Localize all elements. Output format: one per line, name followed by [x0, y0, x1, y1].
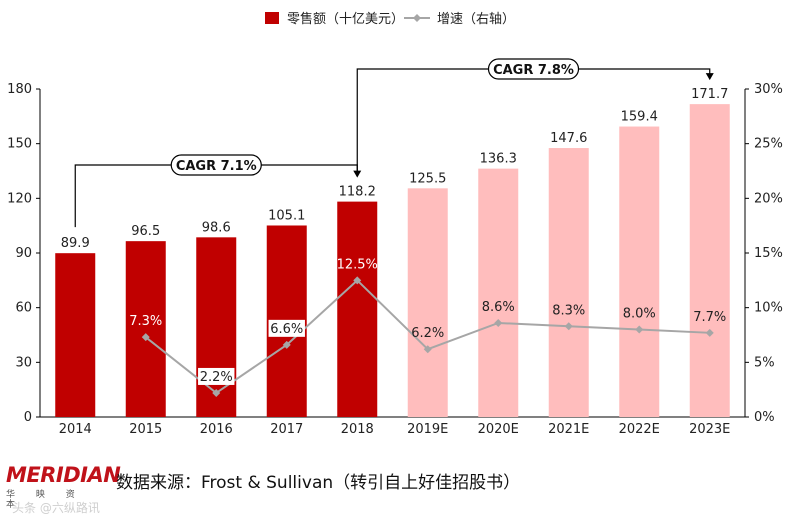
bar-2014	[55, 253, 96, 417]
bar-value-label: 159.4	[621, 110, 658, 125]
left-tick-label: 0	[24, 410, 32, 425]
x-tick-label: 2015	[129, 422, 162, 437]
x-tick-label: 2018	[341, 422, 374, 437]
growth-point	[212, 388, 221, 397]
x-tick-label: 2016	[200, 422, 233, 437]
growth-point	[635, 325, 644, 334]
left-tick-label: 30	[15, 355, 32, 370]
growth-value-label: 6.6%	[270, 322, 303, 337]
bar-2019E	[407, 188, 448, 417]
growth-value-label: 8.3%	[552, 303, 585, 318]
bar-2022E	[619, 126, 660, 417]
footer: MERIDIAN 华 映 资 本 数据来源：Frost & Sullivan（转…	[0, 458, 787, 516]
growth-point	[353, 276, 362, 285]
left-tick-label: 90	[15, 246, 32, 261]
growth-point	[282, 340, 291, 349]
left-tick-label: 150	[7, 137, 32, 152]
x-tick-label: 2020E	[478, 422, 519, 437]
bar-2020E	[478, 168, 519, 417]
growth-point	[705, 328, 714, 337]
x-tick-label: 2021E	[548, 422, 589, 437]
bar-2018	[337, 201, 378, 417]
data-source-note: 数据来源：Frost & Sullivan（转引自上好佳招股书）	[116, 473, 521, 493]
left-tick-label: 120	[7, 191, 32, 206]
cagr-label-1: CAGR 7.1%	[176, 159, 257, 174]
bar-2023E	[689, 104, 730, 417]
chart: 0 30 60 90 120 150 180 0% 5% 10% 15% 20% 25% 30% 89.9 2…	[7, 11, 783, 437]
watermark: 头条 @六纵路讯	[12, 501, 100, 515]
bar-2015	[125, 241, 166, 417]
bar-value-label: 147.6	[550, 131, 587, 146]
growth-point	[564, 322, 573, 331]
meridian-logo: MERIDIAN 华 映 资 本	[6, 463, 121, 510]
x-tick-label: 2022E	[619, 422, 660, 437]
logo-subtitle: 华 映 资 本	[6, 490, 84, 510]
growth-value-label: 7.3%	[129, 314, 162, 329]
bar-value-label: 89.9	[61, 236, 90, 251]
bar-2021E	[548, 148, 589, 418]
bar-value-label: 118.2	[339, 185, 376, 200]
right-tick-label: 10%	[754, 301, 783, 316]
logo-wordmark: MERIDIAN	[6, 463, 121, 487]
cagr-arrow-2	[705, 73, 714, 81]
bar-value-label: 171.7	[691, 87, 728, 102]
growth-value-label: 12.5%	[337, 257, 378, 272]
growth-value-label: 7.7%	[693, 310, 726, 325]
cagr-pill-2	[487, 58, 580, 80]
bar-2016	[196, 237, 237, 417]
left-tick-label: 60	[15, 301, 32, 316]
growth-point	[141, 333, 150, 342]
growth-value-label: 6.2%	[411, 326, 444, 341]
x-tick-label: 2014	[59, 422, 92, 437]
growth-point	[494, 318, 503, 327]
x-tick-label: 2023E	[689, 422, 730, 437]
growth-value-label: 2.2%	[200, 370, 233, 385]
growth-value-label: 8.6%	[482, 300, 515, 315]
cagr-label-2: CAGR 7.8%	[493, 63, 574, 78]
right-tick-label: 25%	[754, 137, 783, 152]
growth-point	[423, 345, 432, 354]
right-tick-label: 5%	[754, 355, 775, 370]
right-tick-label: 20%	[754, 191, 783, 206]
left-tick-label: 180	[7, 82, 32, 97]
bar-value-label: 105.1	[268, 208, 305, 223]
x-tick-label: 2019E	[407, 422, 448, 437]
right-tick-label: 15%	[754, 246, 783, 261]
growth-value-label: 8.0%	[623, 307, 656, 322]
growth-label-box	[198, 367, 235, 385]
cagr-pill-1	[170, 154, 262, 176]
legend-bar-swatch	[265, 12, 279, 24]
right-tick-label: 30%	[754, 82, 783, 97]
bar-value-label: 96.5	[131, 224, 160, 239]
right-tick-label: 0%	[754, 410, 775, 425]
x-tick-label: 2017	[270, 422, 303, 437]
bar-value-label: 125.5	[409, 171, 446, 186]
legend-bar-label: 零售额（十亿美元）	[287, 11, 404, 27]
bar-value-label: 136.3	[480, 152, 517, 167]
legend-line-marker	[413, 14, 421, 22]
growth-label-box	[268, 319, 305, 337]
legend-line-label: 增速（右轴）	[437, 12, 515, 27]
bar-value-label: 98.6	[202, 220, 231, 235]
